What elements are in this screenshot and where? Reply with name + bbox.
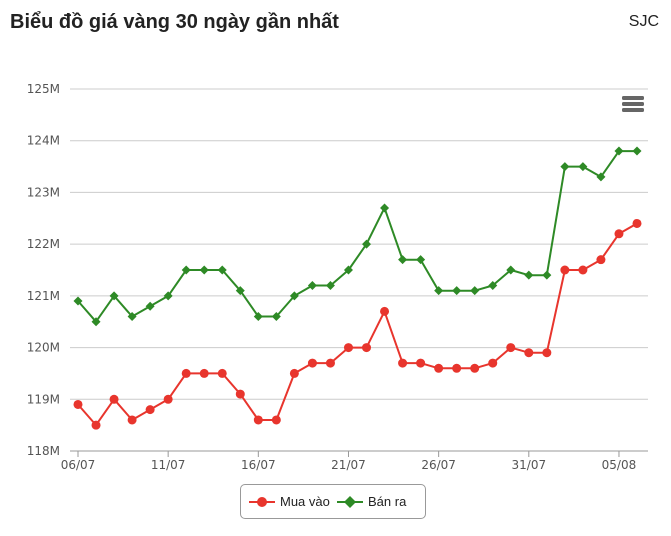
grid-lines [70, 88, 648, 400]
series-group [73, 146, 642, 430]
data-point-mua-vao [163, 394, 173, 404]
data-point-mua-vao [596, 255, 606, 265]
data-point-ban-ra [380, 203, 390, 213]
data-point-ban-ra [632, 146, 642, 156]
data-point-mua-vao [235, 389, 245, 399]
data-point-ban-ra [434, 286, 444, 296]
data-point-ban-ra [145, 301, 155, 311]
data-point-ban-ra [524, 270, 534, 280]
data-point-ban-ra [362, 239, 372, 249]
data-point-mua-vao [109, 394, 119, 404]
axes: 118M 119M 120M 121M 122M 123M 124M 125M 06/07 11/… [27, 82, 648, 472]
data-point-mua-vao [289, 368, 299, 378]
data-point-ban-ra [488, 281, 498, 291]
x-tick-label: 26/07 [421, 458, 456, 472]
legend-marker-diamond-icon [337, 495, 363, 508]
data-point-mua-vao [325, 358, 335, 368]
data-point-ban-ra [452, 286, 462, 296]
data-point-ban-ra [307, 281, 317, 291]
legend-label-ban-ra: Bán ra [368, 494, 407, 509]
data-point-mua-vao [307, 358, 317, 368]
data-point-ban-ra [163, 291, 173, 301]
y-tick-label: 118M [27, 444, 60, 458]
data-point-ban-ra [217, 265, 227, 275]
data-point-mua-vao [578, 265, 588, 275]
legend-item-mua-vao[interactable]: Mua vào [249, 485, 330, 518]
x-tick-label: 31/07 [512, 458, 547, 472]
x-tick-label: 16/07 [241, 458, 276, 472]
y-tick-label: 124M [27, 134, 60, 148]
data-point-ban-ra [578, 162, 588, 172]
data-point-mua-vao [632, 218, 642, 228]
brand-label: SJC [628, 13, 659, 30]
data-point-mua-vao [470, 363, 480, 373]
data-point-mua-vao [506, 343, 516, 353]
data-point-mua-vao [343, 343, 353, 353]
data-point-mua-vao [542, 348, 552, 358]
series-line-mua-vao [77, 222, 638, 427]
data-point-mua-vao [271, 415, 281, 425]
y-tick-label: 121M [27, 289, 60, 303]
data-point-ban-ra [542, 270, 552, 280]
y-tick-label: 120M [27, 341, 60, 355]
data-point-mua-vao [362, 343, 372, 353]
data-point-mua-vao [488, 358, 498, 368]
data-point-ban-ra [325, 281, 335, 291]
data-point-ban-ra [596, 172, 606, 182]
data-point-mua-vao [181, 368, 191, 378]
data-point-mua-vao [560, 265, 570, 275]
data-point-mua-vao [434, 363, 444, 373]
x-tick-label: 11/07 [151, 458, 186, 472]
x-tick-label: 06/07 [61, 458, 96, 472]
data-point-mua-vao [398, 358, 408, 368]
legend-item-ban-ra[interactable]: Bán ra [337, 485, 406, 518]
data-point-ban-ra [289, 291, 299, 301]
chart-header: Biểu đồ giá vàng 30 ngày gần nhất SJC [0, 0, 671, 50]
data-point-ban-ra [109, 291, 119, 301]
data-point-mua-vao [452, 363, 462, 373]
chart-title: Biểu đồ giá vàng 30 ngày gần nhất [10, 11, 339, 33]
y-tick-label: 119M [27, 392, 60, 406]
data-point-ban-ra [398, 255, 408, 265]
y-tick-label: 123M [27, 185, 60, 199]
data-point-mua-vao [91, 420, 101, 430]
data-point-ban-ra [181, 265, 191, 275]
data-point-mua-vao [73, 399, 83, 409]
data-point-mua-vao [253, 415, 263, 425]
data-point-mua-vao [380, 306, 390, 316]
data-point-mua-vao [217, 368, 227, 378]
data-point-ban-ra [91, 317, 101, 327]
data-point-ban-ra [506, 265, 516, 275]
hamburger-menu-icon[interactable] [622, 96, 644, 112]
data-point-mua-vao [416, 358, 426, 368]
data-point-ban-ra [73, 296, 83, 306]
data-point-ban-ra [199, 265, 209, 275]
data-point-mua-vao [614, 229, 624, 239]
data-point-ban-ra [235, 286, 245, 296]
data-point-ban-ra [127, 312, 137, 322]
legend-label-mua-vao: Mua vào [280, 494, 330, 509]
data-point-ban-ra [470, 286, 480, 296]
data-point-ban-ra [343, 265, 353, 275]
data-point-ban-ra [416, 255, 426, 265]
data-point-ban-ra [271, 312, 281, 322]
x-tick-label: 05/08 [602, 458, 637, 472]
y-tick-label: 125M [27, 82, 60, 96]
data-point-mua-vao [127, 415, 137, 425]
x-tick-label: 21/07 [331, 458, 366, 472]
data-point-mua-vao [145, 405, 155, 415]
legend-marker-circle-icon [249, 496, 275, 507]
legend: Mua vào Bán ra [240, 484, 426, 519]
data-point-ban-ra [560, 162, 570, 172]
data-point-ban-ra [614, 146, 624, 156]
y-tick-label: 122M [27, 237, 60, 251]
data-point-mua-vao [199, 368, 209, 378]
data-point-ban-ra [253, 312, 263, 322]
data-point-mua-vao [524, 348, 534, 358]
